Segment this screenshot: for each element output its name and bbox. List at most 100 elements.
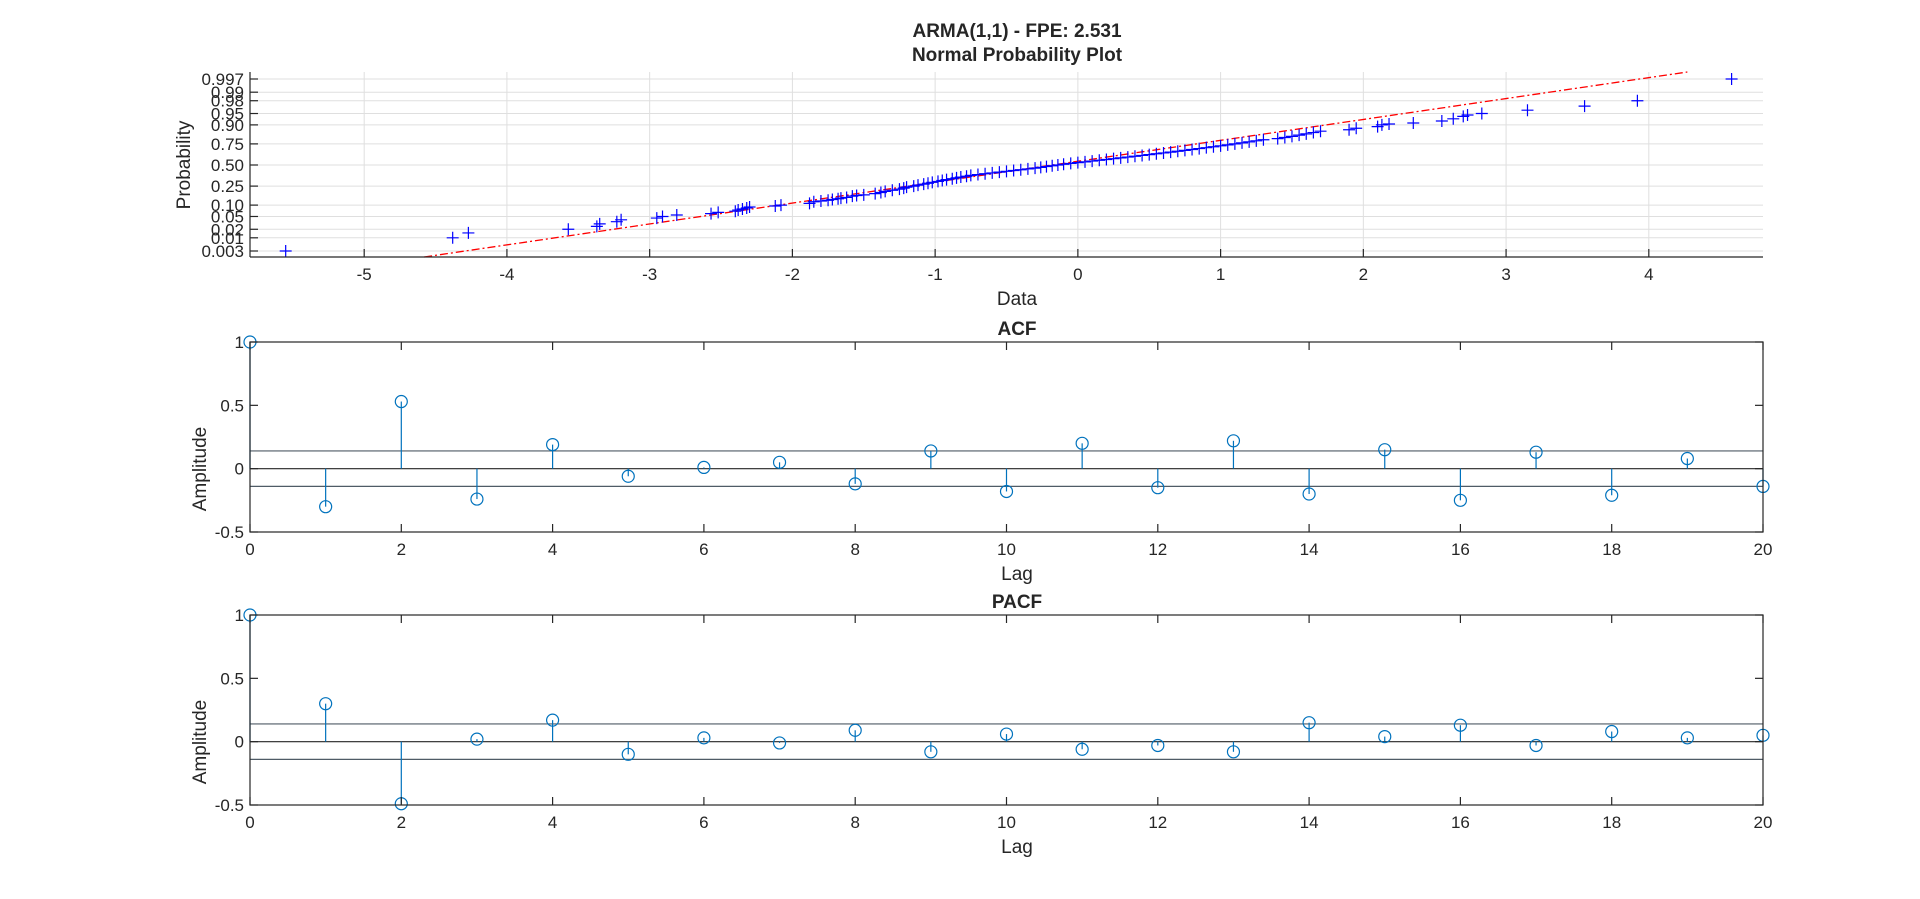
npp-data-point <box>897 182 910 195</box>
npp-data-point <box>912 179 925 192</box>
acf-stem-marker <box>999 484 1014 499</box>
pacf-title: PACF <box>992 592 1042 613</box>
acf-x-tick-label: 10 <box>997 540 1016 559</box>
pacf-y-tick-label: 0.5 <box>220 669 244 688</box>
pacf-x-tick-label: 2 <box>397 813 406 832</box>
npp-data-point <box>971 168 984 181</box>
pacf-axes: 0 2 4 6 8 10 12 14 16 18 20-0.500.51 <box>215 606 1773 832</box>
acf-x-tick-label: 12 <box>1148 540 1167 559</box>
npp-xlabel: Data <box>997 289 1038 310</box>
figure-title: ARMA(1,1) - FPE: 2.531 <box>912 21 1121 42</box>
npp-data-point <box>279 245 292 257</box>
npp-x-tick-label: 2 <box>1359 265 1368 284</box>
npp-y-tick-label: 0.003 <box>201 242 244 261</box>
npp-data-point <box>993 166 1006 179</box>
npp-grid <box>250 72 1763 257</box>
pacf-x-tick-label: 8 <box>850 813 859 832</box>
pacf-stem-marker <box>1302 716 1316 730</box>
npp-data-point <box>1034 161 1047 174</box>
acf-stem-marker <box>319 500 333 514</box>
npp-data-point <box>743 200 756 213</box>
acf-xlabel: Lag <box>1001 564 1033 585</box>
acf-stem-marker <box>1302 487 1316 501</box>
npp-data-point <box>1521 104 1534 117</box>
npp-data-point <box>1000 165 1013 178</box>
npp-data-point <box>1046 159 1059 172</box>
npp-data-point <box>1086 155 1099 168</box>
acf-stem-marker <box>1151 481 1165 495</box>
npp-data-point <box>1093 154 1106 167</box>
npp-data-point <box>1193 142 1206 155</box>
npp-data-point <box>1293 129 1306 142</box>
pacf-stem-marker <box>1680 731 1694 745</box>
npp-ylabel: Probability <box>174 120 195 209</box>
pacf-stem-marker <box>1529 738 1543 753</box>
npp-data-point <box>769 200 782 213</box>
acf-stem-marker <box>1529 445 1543 459</box>
npp-x-tick-label: -1 <box>928 265 943 284</box>
npp-y-tick-label: 0.95 <box>211 105 244 124</box>
npp-y-tick-label: 0.05 <box>211 207 244 226</box>
pacf-stem-marker <box>621 747 635 761</box>
npp-data-point <box>1314 125 1327 138</box>
npp-data-point <box>1257 133 1270 146</box>
npp-data-point <box>964 169 977 182</box>
acf-stem-marker <box>848 477 862 491</box>
npp-data-point <box>1343 123 1356 136</box>
pacf-stem-marker <box>924 745 938 759</box>
acf-stem-marker <box>1075 436 1089 450</box>
acf-stem-marker <box>697 460 711 474</box>
npp-title: Normal Probability Plot <box>912 45 1123 66</box>
pacf-y-tick-label: -0.5 <box>215 796 244 815</box>
acf-stem-marker <box>470 492 484 506</box>
pacf-x-tick-label: 14 <box>1300 813 1319 832</box>
npp-data-point <box>446 231 459 244</box>
pacf-content <box>243 608 1770 811</box>
npp-data-point <box>1178 144 1191 157</box>
npp-data-point <box>1475 107 1488 120</box>
npp-data-point <box>1121 151 1134 164</box>
acf-axes-box <box>249 341 1764 533</box>
npp-data-point <box>1631 94 1644 107</box>
acf-stem-marker <box>924 444 938 458</box>
acf-x-tick-label: 2 <box>397 540 406 559</box>
npp-data-point <box>712 206 725 219</box>
npp-data-point <box>954 171 967 184</box>
npp-data-point <box>814 195 827 208</box>
pacf-stem-marker <box>470 732 484 746</box>
npp-data-point <box>1236 136 1249 149</box>
npp-content <box>279 71 1738 258</box>
acf-stem-marker <box>772 455 787 469</box>
npp-x-tick-label: 0 <box>1073 265 1082 284</box>
npp-y-tick-label: 0.01 <box>211 229 244 248</box>
npp-y-tick-label: 0.98 <box>211 92 244 111</box>
npp-data-point <box>740 201 753 214</box>
npp-data-point <box>1447 112 1460 125</box>
pacf-plot: PACF 0 2 4 6 8 10 12 14 16 18 20-0.500.51 Lag Ampl… <box>190 592 1772 858</box>
acf-x-tick-label: 0 <box>245 540 254 559</box>
npp-data-point <box>593 217 606 230</box>
npp-y-tick-label: 0.99 <box>211 83 244 102</box>
pacf-ylabel: Amplitude <box>190 700 211 785</box>
npp-y-tick-label: 0.75 <box>211 135 244 154</box>
npp-data-point <box>979 167 992 180</box>
pacf-x-tick-label: 12 <box>1148 813 1167 832</box>
pacf-stem-marker <box>1605 724 1619 739</box>
acf-stem-marker <box>1378 443 1392 457</box>
npp-data-point <box>1051 159 1064 171</box>
npp-data-point <box>1407 117 1420 130</box>
npp-data-point <box>1300 127 1313 140</box>
acf-x-tick-label: 6 <box>699 540 708 559</box>
npp-data-point <box>1057 158 1070 171</box>
npp-data-point <box>1250 134 1263 147</box>
pacf-stem-marker <box>772 736 787 750</box>
acf-x-tick-label: 16 <box>1451 540 1470 559</box>
npp-data-point <box>1071 156 1084 169</box>
acf-stem-marker <box>545 438 560 452</box>
acf-stem-marker <box>1453 493 1468 507</box>
npp-data-point <box>729 205 742 218</box>
pacf-x-tick-label: 10 <box>997 813 1016 832</box>
pacf-x-tick-label: 4 <box>548 813 557 832</box>
npp-data-point <box>1107 152 1120 165</box>
acf-stem-marker <box>1680 451 1694 466</box>
